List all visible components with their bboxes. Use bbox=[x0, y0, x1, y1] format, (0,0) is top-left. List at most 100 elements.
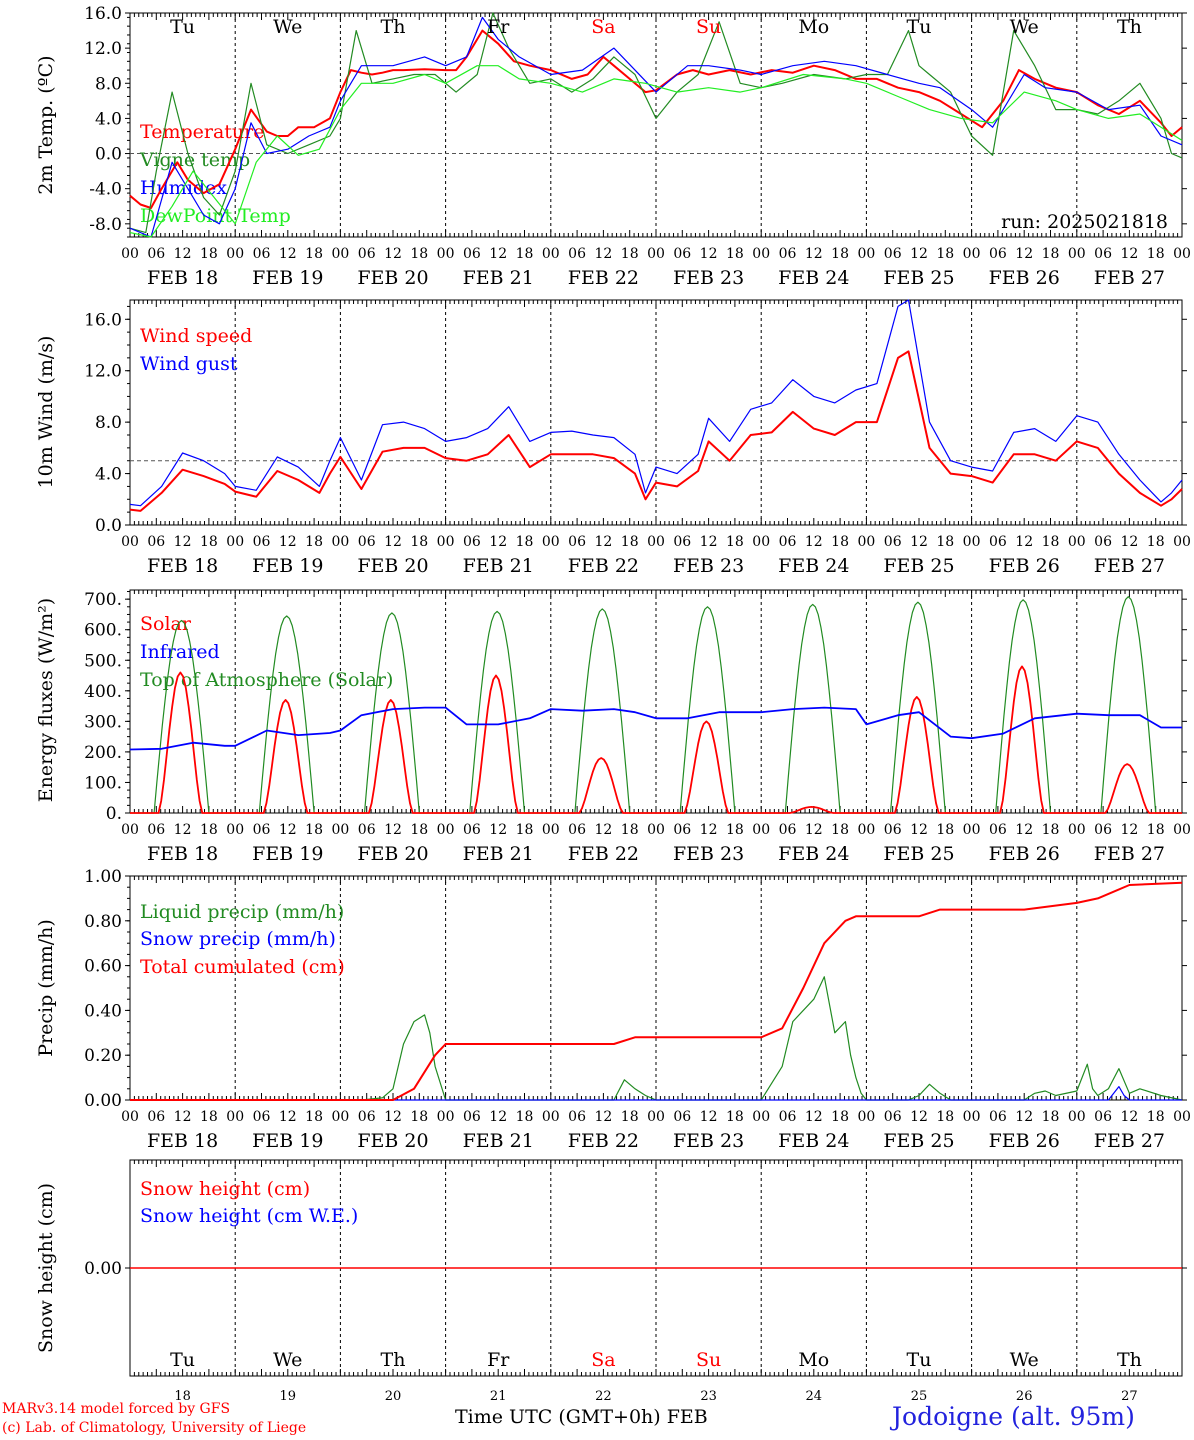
hour-label: 18 bbox=[831, 534, 849, 550]
hour-label: 06 bbox=[673, 1109, 691, 1125]
series-line bbox=[129, 65, 1183, 238]
hour-label: 12 bbox=[1015, 246, 1033, 262]
day-number: 27 bbox=[1121, 1389, 1138, 1404]
hour-label: 18 bbox=[200, 1109, 218, 1125]
location-title: Jodoigne (alt. 95m) bbox=[892, 1402, 1135, 1431]
hour-label: 06 bbox=[1094, 822, 1112, 838]
hour-label: 18 bbox=[410, 534, 428, 550]
hour-label: 12 bbox=[805, 246, 823, 262]
panel-frame bbox=[129, 299, 1183, 526]
hour-label: 12 bbox=[384, 1109, 402, 1125]
hour-label: 12 bbox=[489, 1109, 507, 1125]
hour-label: 18 bbox=[305, 534, 323, 550]
hour-label: 18 bbox=[305, 1109, 323, 1125]
hour-label: 06 bbox=[1094, 246, 1112, 262]
series-line bbox=[129, 12, 1183, 234]
hour-label: 06 bbox=[989, 534, 1007, 550]
hour-label: 00 bbox=[331, 822, 349, 838]
date-label: FEB 18 bbox=[147, 267, 218, 289]
date-label: FEB 21 bbox=[463, 843, 534, 865]
date-label: FEB 23 bbox=[673, 555, 744, 577]
hour-label: 00 bbox=[963, 534, 981, 550]
legend-entry: DewPoint Temp bbox=[140, 205, 291, 227]
hour-label: 00 bbox=[752, 534, 770, 550]
day-number: 26 bbox=[1016, 1389, 1033, 1404]
model-credit: MARv3.14 model forced by GFS (c) Lab. of… bbox=[2, 1400, 306, 1438]
day-number: 23 bbox=[700, 1389, 717, 1404]
day-name: Su bbox=[696, 1349, 721, 1371]
day-name: Tu bbox=[170, 16, 195, 38]
panel-flux: 700. 600. 500. 400. 300. 200. 100. 0. Energy flu… bbox=[35, 589, 1191, 865]
legend-entry: Solar bbox=[140, 613, 192, 635]
hour-label: 00 bbox=[963, 1109, 981, 1125]
y-axis-label: 2m Temp. (ºC) bbox=[35, 55, 57, 194]
hour-label: 18 bbox=[1147, 1109, 1165, 1125]
y-tick-label: 0.80 bbox=[84, 912, 122, 932]
date-label: FEB 19 bbox=[252, 555, 323, 577]
y-tick-label: 0.60 bbox=[84, 957, 122, 977]
date-label: FEB 22 bbox=[568, 555, 639, 577]
hour-label: 00 bbox=[1173, 1109, 1191, 1125]
solar-line bbox=[550, 757, 656, 814]
day-name: Tu bbox=[907, 16, 932, 38]
hour-label: 00 bbox=[437, 534, 455, 550]
hour-label: 00 bbox=[1068, 822, 1086, 838]
hour-label: 12 bbox=[805, 822, 823, 838]
legend-entry: Snow height (cm W.E.) bbox=[140, 1205, 358, 1227]
hour-label: 06 bbox=[673, 534, 691, 550]
hour-label: 12 bbox=[700, 534, 718, 550]
hour-label: 00 bbox=[647, 534, 665, 550]
date-label: FEB 21 bbox=[463, 267, 534, 289]
y-tick-label: 200. bbox=[84, 743, 122, 763]
hour-label: 12 bbox=[910, 534, 928, 550]
hour-label: 12 bbox=[279, 822, 297, 838]
hour-label: 00 bbox=[857, 822, 875, 838]
hour-label: 12 bbox=[174, 534, 192, 550]
hour-label: 06 bbox=[884, 246, 902, 262]
hour-label: 00 bbox=[963, 822, 981, 838]
y-tick-label: 0.0 bbox=[95, 145, 122, 165]
day-name: Fr bbox=[487, 16, 510, 38]
hour-label: 06 bbox=[779, 534, 797, 550]
hour-label: 18 bbox=[726, 246, 744, 262]
hour-label: 18 bbox=[1147, 534, 1165, 550]
hour-label: 18 bbox=[410, 822, 428, 838]
hour-label: 12 bbox=[384, 822, 402, 838]
day-name: Mo bbox=[798, 1349, 829, 1371]
y-axis-label: Precip (mm/h) bbox=[35, 919, 57, 1057]
toa-solar-line bbox=[235, 615, 341, 814]
y-tick-label: 0.40 bbox=[84, 1001, 122, 1021]
hour-label: 06 bbox=[884, 822, 902, 838]
hour-label: 00 bbox=[226, 822, 244, 838]
date-label: FEB 18 bbox=[147, 555, 218, 577]
hour-label: 00 bbox=[121, 1109, 139, 1125]
hour-label: 18 bbox=[831, 246, 849, 262]
hour-label: 06 bbox=[358, 1109, 376, 1125]
hour-label: 06 bbox=[463, 534, 481, 550]
hour-label: 06 bbox=[147, 246, 165, 262]
hour-label: 00 bbox=[1173, 534, 1191, 550]
hour-label: 18 bbox=[1147, 246, 1165, 262]
date-label: FEB 20 bbox=[357, 1130, 428, 1152]
hour-label: 06 bbox=[358, 246, 376, 262]
hour-label: 06 bbox=[673, 246, 691, 262]
hour-label: 12 bbox=[700, 246, 718, 262]
y-tick-label: 16.0 bbox=[84, 4, 122, 24]
day-name: Mo bbox=[798, 16, 829, 38]
hour-label: 12 bbox=[805, 1109, 823, 1125]
hour-label: 12 bbox=[174, 246, 192, 262]
legend-entry: Vigne temp bbox=[139, 149, 250, 171]
hour-label: 06 bbox=[253, 534, 271, 550]
model-credit-line2: (c) Lab. of Climatology, University of L… bbox=[2, 1420, 307, 1436]
x-axis-month: FEB bbox=[666, 1406, 708, 1428]
y-tick-label: 0.00 bbox=[84, 1091, 122, 1111]
hour-label: 06 bbox=[463, 246, 481, 262]
hour-label: 12 bbox=[174, 1109, 192, 1125]
hour-label: 00 bbox=[1068, 534, 1086, 550]
y-tick-label: -4.0 bbox=[89, 180, 122, 200]
hour-label: 00 bbox=[752, 246, 770, 262]
hour-label: 12 bbox=[594, 246, 612, 262]
hour-label: 18 bbox=[621, 822, 639, 838]
day-number: 21 bbox=[490, 1389, 507, 1404]
panel-temp: 16.0 12.0 8.0 4.0 0.0 -4.0 -8.0 2m Temp. (ºC) 00… bbox=[35, 4, 1191, 289]
